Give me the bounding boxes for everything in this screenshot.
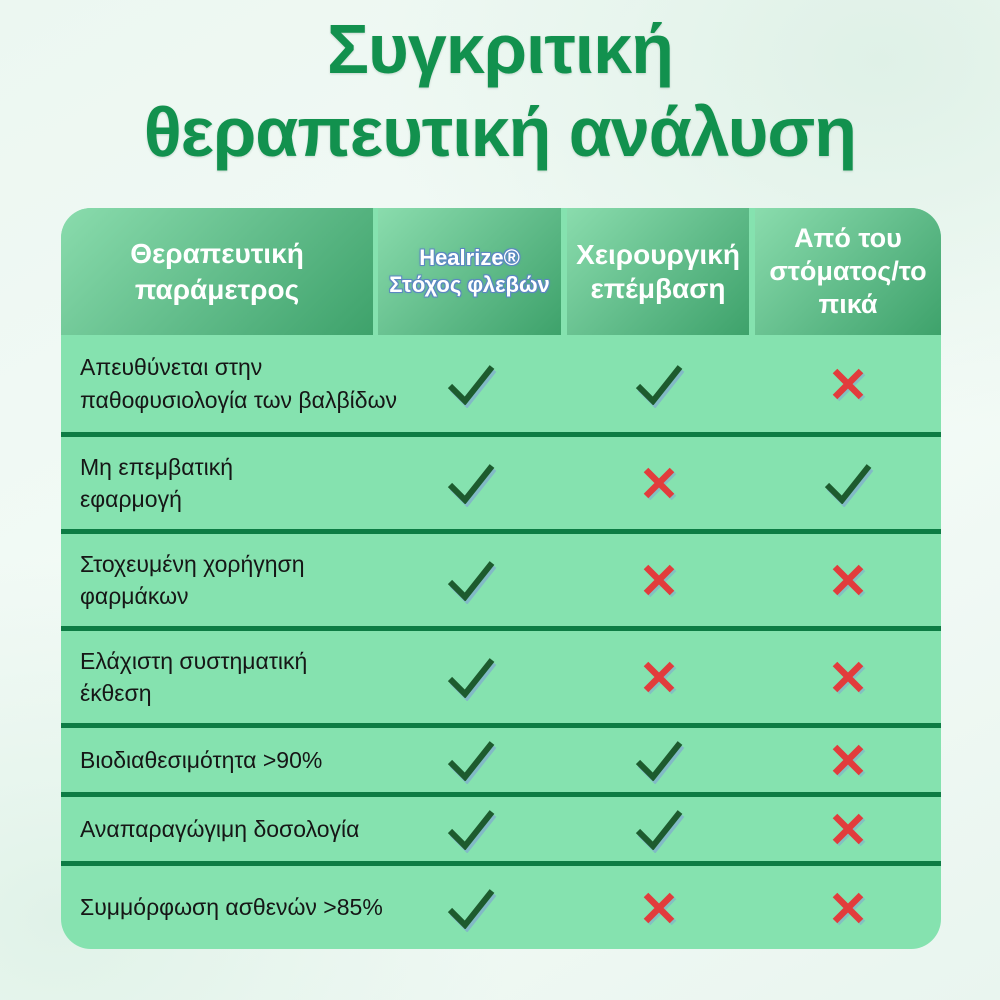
mark-cell [755, 890, 941, 926]
mark-cell [755, 811, 941, 847]
mark-cell [755, 659, 941, 695]
mark-cell [378, 363, 563, 405]
mark-cell [378, 559, 563, 601]
cross-icon [641, 659, 677, 695]
table-row: Βιοδιαθεσιμότητα >90% [61, 723, 941, 792]
cross-icon [830, 742, 866, 778]
mark-cell [755, 366, 941, 402]
check-icon [823, 462, 873, 504]
mark-cell [563, 659, 755, 695]
cross-icon [830, 562, 866, 598]
mark-cell [563, 562, 755, 598]
page-title: Συγκριτική θεραπευτική ανάλυση [143, 10, 857, 171]
table-row: Αναπαραγώγιμη δοσολογία [61, 792, 941, 861]
check-icon [634, 363, 684, 405]
row-label: Συμμόρφωση ασθενών >85% [80, 894, 383, 921]
mark-cell [755, 562, 941, 598]
check-icon [634, 808, 684, 850]
cross-icon [641, 562, 677, 598]
row-label: Αναπαραγώγιμη δοσολογία [80, 815, 360, 842]
table-header-row: Θεραπευτική παράμετρος Healrize® Στόχος … [61, 208, 941, 335]
mark-cell [563, 808, 755, 850]
row-label: Ελάχιστη συστηματική έκθεση [80, 647, 308, 706]
cross-icon [830, 659, 866, 695]
comparison-table: Θεραπευτική παράμετρος Healrize® Στόχος … [61, 208, 941, 949]
row-label: Στοχευμένη χορήγηση φαρμάκων [80, 550, 305, 609]
table-row: Στοχευμένη χορήγηση φαρμάκων [61, 529, 941, 626]
check-icon [446, 808, 496, 850]
mark-cell [563, 739, 755, 781]
cross-icon [830, 811, 866, 847]
mark-cell [378, 462, 563, 504]
mark-cell [563, 890, 755, 926]
check-icon [634, 739, 684, 781]
table-body: Απευθύνεται στην παθοφυσιολογία των βαλβ… [61, 335, 941, 949]
table-row: Ελάχιστη συστηματική έκθεση [61, 626, 941, 723]
cross-icon [641, 890, 677, 926]
mark-cell [378, 887, 563, 929]
mark-cell [563, 363, 755, 405]
check-icon [446, 363, 496, 405]
row-label: Απευθύνεται στην παθοφυσιολογία των βαλβ… [80, 354, 398, 413]
mark-cell [563, 465, 755, 501]
mark-cell [378, 808, 563, 850]
check-icon [446, 559, 496, 601]
cross-icon [830, 890, 866, 926]
column-header-therapeutic-parameter: Θεραπευτική παράμετρος [61, 208, 373, 335]
cross-icon [830, 366, 866, 402]
mark-cell [755, 742, 941, 778]
table-row: Μη επεμβατική εφαρμογή [61, 432, 941, 529]
column-header-surgical-intervention: Χειρουργική επέμβαση [567, 208, 749, 335]
mark-cell [755, 462, 941, 504]
table-row: Απευθύνεται στην παθοφυσιολογία των βαλβ… [61, 335, 941, 432]
check-icon [446, 462, 496, 504]
mark-cell [378, 739, 563, 781]
row-label: Μη επεμβατική εφαρμογή [80, 453, 233, 512]
check-icon [446, 739, 496, 781]
column-header-healrize-vein-target: Healrize® Στόχος φλεβών [378, 208, 561, 335]
row-label: Βιοδιαθεσιμότητα >90% [80, 746, 323, 773]
cross-icon [641, 465, 677, 501]
check-icon [446, 656, 496, 698]
table-row: Συμμόρφωση ασθενών >85% [61, 861, 941, 949]
check-icon [446, 887, 496, 929]
mark-cell [378, 656, 563, 698]
column-header-oral-topical: Από του στόματος/το πικά [755, 208, 941, 335]
